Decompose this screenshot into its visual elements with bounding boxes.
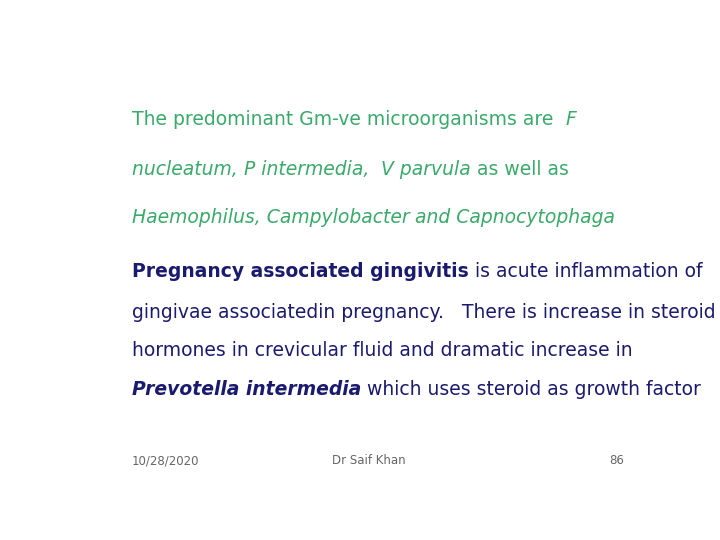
Text: Haemophilus, Campylobacter: Haemophilus, Campylobacter [132,208,410,227]
Text: nucleatum,: nucleatum, [132,160,243,179]
Text: as well as: as well as [471,160,569,179]
Text: F: F [565,110,576,129]
Text: gingivae associatedin pregnancy.   There is increase in steroid: gingivae associatedin pregnancy. There i… [132,303,716,322]
Text: Pregnancy associated gingivitis: Pregnancy associated gingivitis [132,262,469,281]
Text: 10/28/2020: 10/28/2020 [132,454,199,467]
Text: and Capnocytophaga: and Capnocytophaga [410,208,616,227]
Text: 86: 86 [609,454,624,467]
Text: P intermedia,: P intermedia, [243,160,381,179]
Text: hormones in crevicular fluid and dramatic increase in: hormones in crevicular fluid and dramati… [132,341,632,360]
Text: Prevotella intermedia: Prevotella intermedia [132,380,361,400]
Text: is acute inflammation of: is acute inflammation of [469,262,702,281]
Text: which uses steroid as growth factor: which uses steroid as growth factor [361,380,701,400]
Text: Dr Saif Khan: Dr Saif Khan [332,454,406,467]
Text: The predominant Gm-ve microorganisms are: The predominant Gm-ve microorganisms are [132,110,565,129]
Text: V parvula: V parvula [381,160,471,179]
